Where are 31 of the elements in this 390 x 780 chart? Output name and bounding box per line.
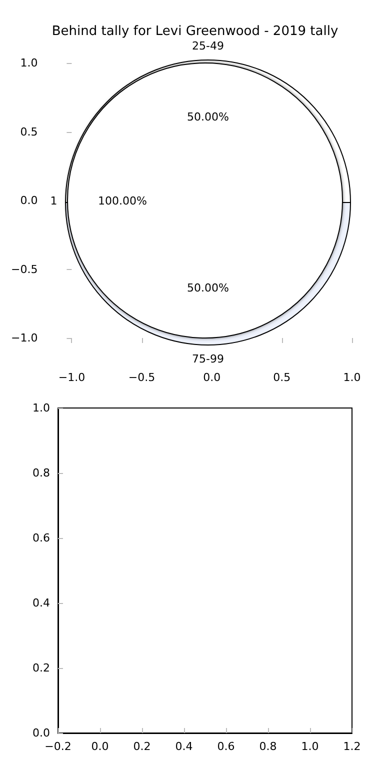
data-label: 50.00% [187, 110, 229, 124]
y-tick-label: −1.0 [10, 332, 38, 344]
y-tick-label: 1.0 [20, 56, 38, 70]
x-tick-label: 0.4 [175, 740, 193, 753]
data-label: 50.00% [187, 282, 229, 294]
x-tick-label: 0.5 [273, 371, 291, 384]
x-tick-label: −0.2 [44, 740, 72, 753]
x-tick-label: 0.0 [203, 371, 221, 384]
y-tick-label: 0.6 [32, 532, 50, 544]
y-tick-label: −0.5 [10, 262, 38, 276]
slice-label: 1 [50, 194, 58, 207]
y-tick-label: 0.0 [32, 726, 50, 740]
slice-label: 25-49 [192, 39, 224, 52]
y-tick-label: 0.2 [32, 662, 50, 674]
x-tick-label: 0.2 [133, 740, 151, 753]
x-tick-label: −0.5 [128, 371, 156, 384]
x-tick-label: 0.8 [259, 740, 277, 753]
y-tick-label: 0.0 [20, 194, 38, 207]
x-tick-label: −1.0 [58, 371, 86, 384]
y-tick-label: 0.5 [20, 125, 38, 138]
slice-label: 75-99 [192, 352, 224, 366]
x-tick-label: 1.2 [343, 740, 361, 753]
y-tick-label: 0.8 [32, 466, 50, 480]
x-tick-label: 0.0 [91, 740, 109, 753]
x-tick-label: 1.0 [343, 371, 361, 384]
y-tick-label: 0.4 [32, 596, 50, 610]
data-label: 100.00% [98, 194, 147, 207]
x-tick-label: 1.0 [301, 740, 319, 753]
chart-title: Behind tally for Levi Greenwood - 2019 tally [52, 24, 338, 39]
x-tick-label: 0.6 [217, 740, 235, 753]
y-tick-label: 1.0 [32, 402, 50, 414]
